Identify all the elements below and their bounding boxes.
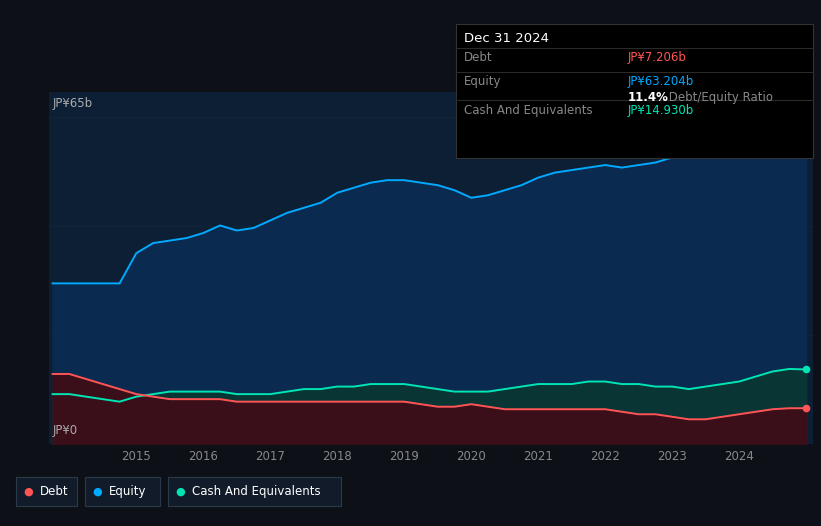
Text: Debt: Debt bbox=[40, 485, 69, 498]
Text: ●: ● bbox=[23, 487, 33, 497]
Text: Cash And Equivalents: Cash And Equivalents bbox=[464, 104, 593, 117]
Text: JP¥65b: JP¥65b bbox=[53, 97, 94, 110]
Text: ●: ● bbox=[92, 487, 102, 497]
Text: ●: ● bbox=[175, 487, 185, 497]
Text: JP¥0: JP¥0 bbox=[53, 424, 78, 438]
Text: JP¥14.930b: JP¥14.930b bbox=[628, 104, 695, 117]
Point bbox=[800, 122, 813, 130]
Text: Equity: Equity bbox=[464, 75, 502, 88]
Text: JP¥63.204b: JP¥63.204b bbox=[628, 75, 695, 88]
Text: 11.4%: 11.4% bbox=[628, 91, 669, 104]
Text: Equity: Equity bbox=[109, 485, 147, 498]
Point bbox=[800, 404, 813, 412]
Point bbox=[800, 365, 813, 373]
Text: Debt/Equity Ratio: Debt/Equity Ratio bbox=[665, 91, 773, 104]
Text: Dec 31 2024: Dec 31 2024 bbox=[464, 32, 549, 45]
Text: Cash And Equivalents: Cash And Equivalents bbox=[192, 485, 321, 498]
Text: JP¥7.206b: JP¥7.206b bbox=[628, 51, 687, 64]
Text: Debt: Debt bbox=[464, 51, 493, 64]
